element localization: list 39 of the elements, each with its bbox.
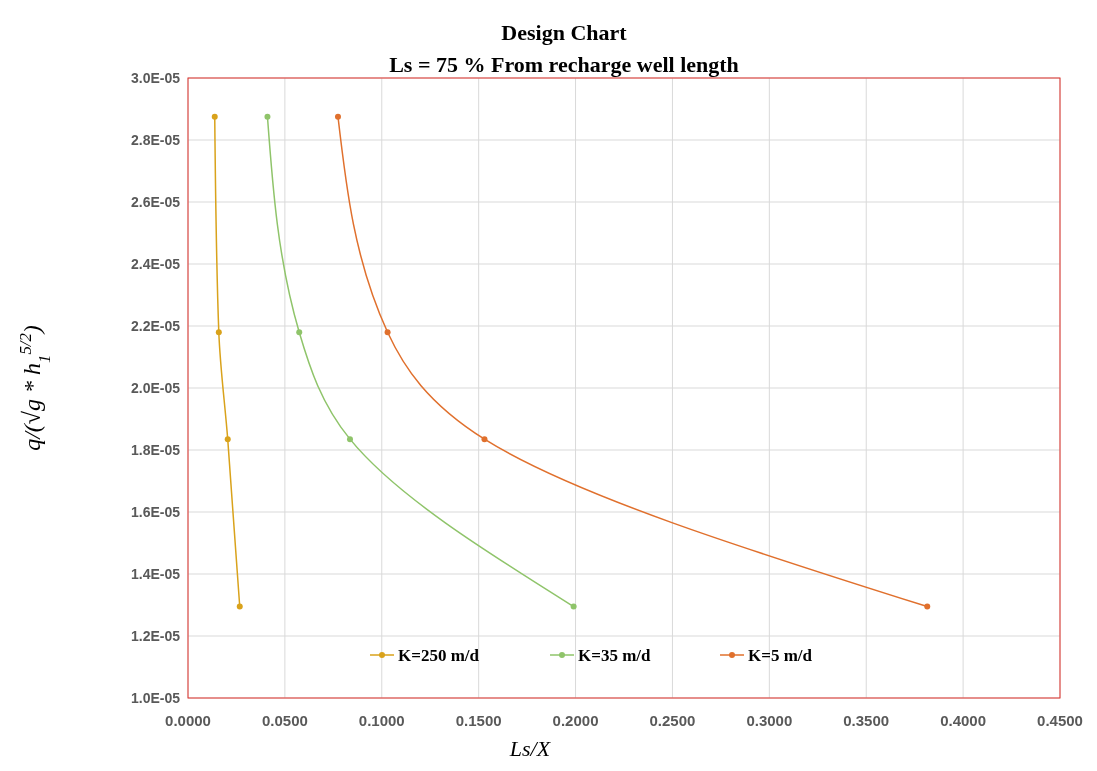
x-tick-label: 0.4500 xyxy=(1037,712,1083,729)
x-tick-label: 0.3500 xyxy=(843,712,890,729)
y-tick-label: 2.0E-05 xyxy=(130,380,181,396)
point xyxy=(570,603,577,610)
chart-subtitle: Ls = 75 % From recharge well length xyxy=(389,52,739,77)
legend-label: K=5 m/d xyxy=(748,646,813,665)
x-tick-label: 0.1000 xyxy=(358,712,405,729)
x-tick-label: 0.3000 xyxy=(746,712,793,729)
point xyxy=(347,436,353,443)
y-tick-label: 2.4E-05 xyxy=(130,256,181,272)
point xyxy=(334,113,341,120)
point xyxy=(296,329,303,336)
x-tick-label: 0.0500 xyxy=(261,712,308,729)
x-tick-label: 0.1500 xyxy=(455,712,502,729)
legend-label: K=35 m/d xyxy=(578,646,652,665)
x-tick-label: 0.0000 xyxy=(165,712,211,729)
point xyxy=(224,436,231,443)
point xyxy=(481,436,488,443)
y-tick-label: 3.0E-05 xyxy=(130,70,181,86)
point xyxy=(924,603,931,610)
y-tick-label: 2.8E-05 xyxy=(130,132,181,148)
point xyxy=(264,113,271,120)
y-tick-label: 1.8E-05 xyxy=(130,442,181,458)
y-tick-label: 1.6E-05 xyxy=(130,504,181,520)
x-tick-label: 0.4000 xyxy=(940,712,987,729)
y-tick-label: 2.6E-05 xyxy=(130,194,181,210)
point xyxy=(384,329,391,336)
x-tick-label: 0.2500 xyxy=(649,712,696,729)
y-tick-label: 1.0E-05 xyxy=(130,690,181,706)
point xyxy=(211,113,218,120)
legend-label: K=250 m/d xyxy=(398,646,480,665)
point xyxy=(236,603,243,610)
y-tick-label: 1.4E-05 xyxy=(130,566,181,582)
y-tick-label: 2.2E-05 xyxy=(130,318,181,334)
point xyxy=(215,329,222,336)
y-tick-label: 1.2E-05 xyxy=(130,628,181,644)
x-axis-title: Ls/X xyxy=(508,736,552,761)
chart-title: Design Chart xyxy=(501,20,628,45)
x-tick-label: 0.2000 xyxy=(552,712,599,729)
